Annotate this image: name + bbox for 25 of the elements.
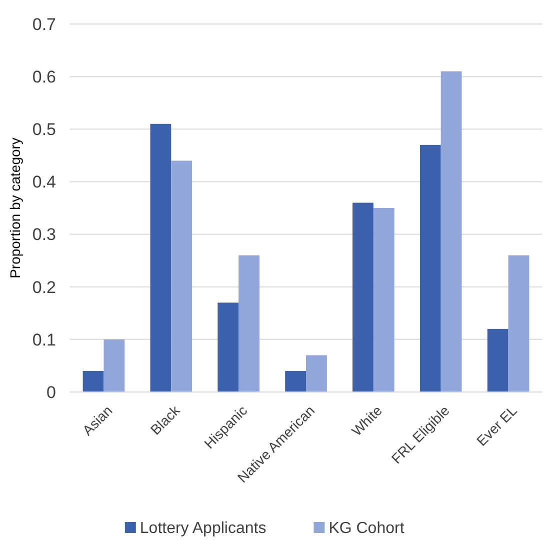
bar (238, 255, 260, 392)
y-tick-label: 0.3 (32, 225, 56, 244)
legend-label: KG Cohort (328, 520, 405, 537)
bar (420, 144, 441, 392)
bar (285, 370, 306, 392)
bar (306, 355, 327, 392)
y-tick-label: 0 (46, 382, 56, 402)
legend-label: Lottery Applicants (140, 520, 266, 537)
y-tick-label: 0.2 (32, 278, 56, 297)
y-tick-label: 0.6 (32, 68, 56, 87)
bar (171, 160, 192, 392)
y-tick-label: 0.5 (32, 120, 56, 140)
y-tick-label: 0.1 (32, 330, 56, 350)
bar (150, 124, 172, 392)
bar (373, 208, 394, 392)
bar (487, 328, 508, 392)
y-tick-label: 0.7 (32, 14, 56, 34)
bar (508, 255, 530, 392)
bar (352, 202, 374, 392)
bar (218, 302, 239, 392)
bar (440, 71, 462, 392)
bar (82, 370, 104, 392)
y-tick-label: 0.4 (32, 172, 56, 192)
bar (104, 339, 125, 392)
y-axis-title: Proportion by category (7, 138, 23, 278)
